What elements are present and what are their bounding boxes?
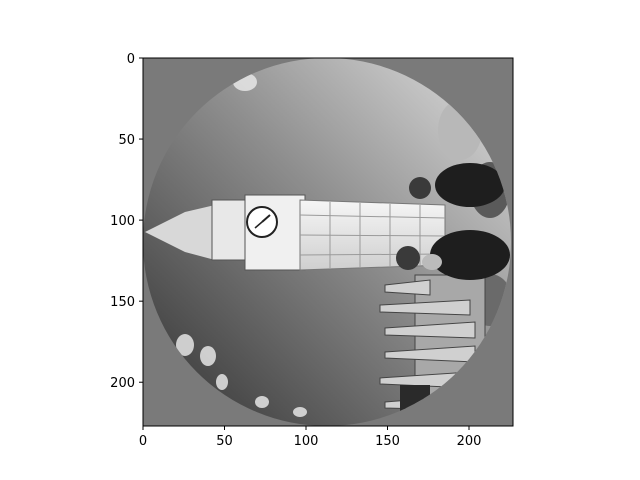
photo-content bbox=[143, 58, 511, 426]
x-tick-label: 50 bbox=[216, 434, 233, 449]
axes-frame bbox=[142, 57, 514, 427]
x-axis: 0 50 100 150 200 bbox=[139, 426, 482, 449]
x-tick-label: 150 bbox=[375, 434, 400, 449]
y-axis: 0 50 100 150 200 bbox=[110, 52, 143, 391]
x-tick-label: 0 bbox=[139, 434, 147, 449]
image-panel bbox=[142, 57, 514, 427]
y-tick-label: 200 bbox=[110, 376, 135, 391]
y-tick-label: 50 bbox=[118, 133, 135, 148]
clouds bbox=[176, 73, 307, 417]
y-tick-label: 0 bbox=[127, 52, 135, 67]
people bbox=[396, 163, 510, 280]
x-tick-label: 100 bbox=[294, 434, 319, 449]
y-tick-label: 150 bbox=[110, 295, 135, 310]
x-tick-label: 200 bbox=[457, 434, 482, 449]
y-tick-label: 100 bbox=[110, 214, 135, 229]
